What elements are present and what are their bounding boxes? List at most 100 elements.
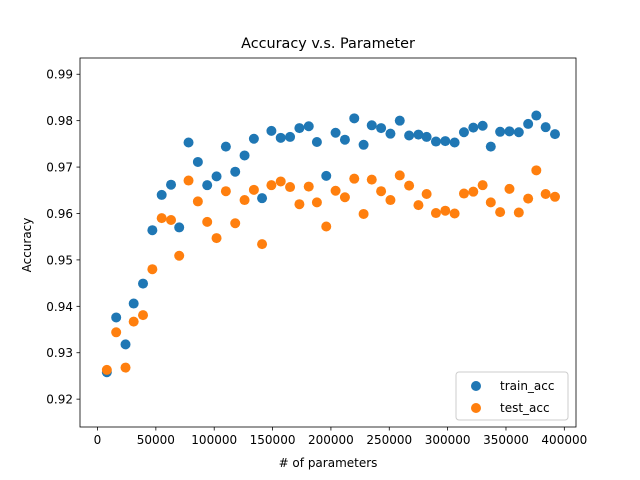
point-train-acc	[120, 339, 131, 350]
point-test-acc	[220, 186, 231, 197]
point-train-acc	[266, 125, 277, 136]
legend-marker-train-acc	[471, 381, 481, 391]
point-test-acc	[458, 188, 469, 199]
legend-marker-test-acc	[471, 403, 481, 413]
point-train-acc	[230, 166, 241, 177]
point-train-acc	[504, 126, 515, 137]
x-tick-label: 300000	[425, 433, 471, 447]
point-test-acc	[531, 165, 542, 176]
point-test-acc	[166, 214, 177, 225]
x-tick-label: 50000	[137, 433, 175, 447]
point-test-acc	[266, 180, 277, 191]
legend: train_acc test_acc	[455, 371, 569, 421]
point-test-acc	[477, 180, 488, 191]
point-train-acc	[294, 123, 305, 134]
point-train-acc	[421, 131, 432, 142]
point-train-acc	[385, 128, 396, 139]
point-train-acc	[376, 123, 387, 134]
point-train-acc	[477, 120, 488, 131]
point-test-acc	[101, 364, 112, 375]
y-tick-label: 0.97	[46, 161, 73, 175]
point-test-acc	[366, 174, 377, 185]
legend-label-test-acc: test_acc	[500, 401, 550, 415]
point-test-acc	[430, 208, 441, 219]
point-test-acc	[294, 199, 305, 210]
x-tick-label: 0	[94, 433, 102, 447]
point-train-acc	[128, 298, 139, 309]
point-test-acc	[239, 195, 250, 206]
point-train-acc	[257, 193, 268, 204]
point-train-acc	[549, 129, 560, 140]
point-train-acc	[285, 131, 296, 142]
point-train-acc	[211, 171, 222, 182]
point-test-acc	[120, 362, 131, 373]
point-test-acc	[257, 239, 268, 250]
point-test-acc	[192, 196, 203, 207]
point-test-acc	[385, 195, 396, 206]
point-test-acc	[549, 191, 560, 202]
point-train-acc	[440, 136, 451, 147]
point-test-acc	[285, 182, 296, 193]
point-test-acc	[504, 183, 515, 194]
point-train-acc	[531, 110, 542, 121]
point-train-acc	[358, 139, 369, 150]
point-test-acc	[339, 192, 350, 203]
point-test-acc	[303, 181, 314, 192]
point-test-acc	[138, 310, 149, 321]
point-test-acc	[358, 208, 369, 219]
point-test-acc	[523, 193, 534, 204]
point-test-acc	[183, 175, 194, 186]
point-test-acc	[449, 208, 460, 219]
point-train-acc	[394, 115, 405, 126]
point-test-acc	[311, 197, 322, 208]
point-train-acc	[485, 141, 496, 152]
point-train-acc	[174, 222, 185, 233]
point-test-acc	[421, 189, 432, 199]
y-tick-label: 0.94	[46, 300, 73, 314]
point-train-acc	[339, 134, 350, 145]
point-test-acc	[513, 207, 524, 218]
point-test-acc	[321, 221, 332, 232]
x-tick-label: 200000	[308, 433, 354, 447]
point-test-acc	[495, 207, 506, 218]
data-points	[101, 110, 560, 378]
point-train-acc	[111, 312, 122, 323]
y-tick-label: 0.98	[46, 114, 73, 128]
plot-frame	[79, 57, 577, 428]
point-train-acc	[183, 137, 194, 148]
point-test-acc	[230, 218, 241, 229]
chart-title: Accuracy v.s. Parameter	[241, 36, 415, 52]
x-tick-label: 100000	[191, 433, 237, 447]
y-tick-label: 0.92	[46, 393, 73, 407]
point-train-acc	[413, 129, 424, 140]
point-train-acc	[523, 118, 534, 129]
point-train-acc	[468, 122, 479, 133]
y-tick-label: 0.93	[46, 346, 73, 360]
axes: 0 50000 100000 150000 200000 250000 300000 3500…	[46, 57, 587, 447]
point-test-acc	[485, 197, 496, 208]
y-axis-label: Accuracy	[20, 218, 34, 273]
point-test-acc	[376, 186, 387, 197]
point-train-acc	[449, 137, 460, 148]
point-train-acc	[349, 113, 360, 124]
y-tick-label: 0.96	[46, 207, 73, 221]
point-test-acc	[128, 316, 139, 327]
x-tick-label: 150000	[250, 433, 296, 447]
point-train-acc	[156, 189, 167, 200]
point-test-acc	[174, 250, 185, 261]
point-test-acc	[211, 233, 222, 244]
plot-area	[80, 58, 576, 427]
legend-label-train-acc: train_acc	[500, 379, 554, 393]
x-axis-label: # of parameters	[279, 456, 378, 470]
point-train-acc	[147, 225, 158, 236]
point-train-acc	[513, 127, 524, 138]
point-test-acc	[349, 173, 360, 184]
point-train-acc	[311, 137, 322, 148]
point-train-acc	[239, 150, 250, 161]
point-train-acc	[430, 136, 441, 147]
point-train-acc	[220, 141, 231, 152]
point-test-acc	[156, 213, 167, 224]
point-train-acc	[540, 122, 551, 133]
point-test-acc	[147, 264, 158, 275]
